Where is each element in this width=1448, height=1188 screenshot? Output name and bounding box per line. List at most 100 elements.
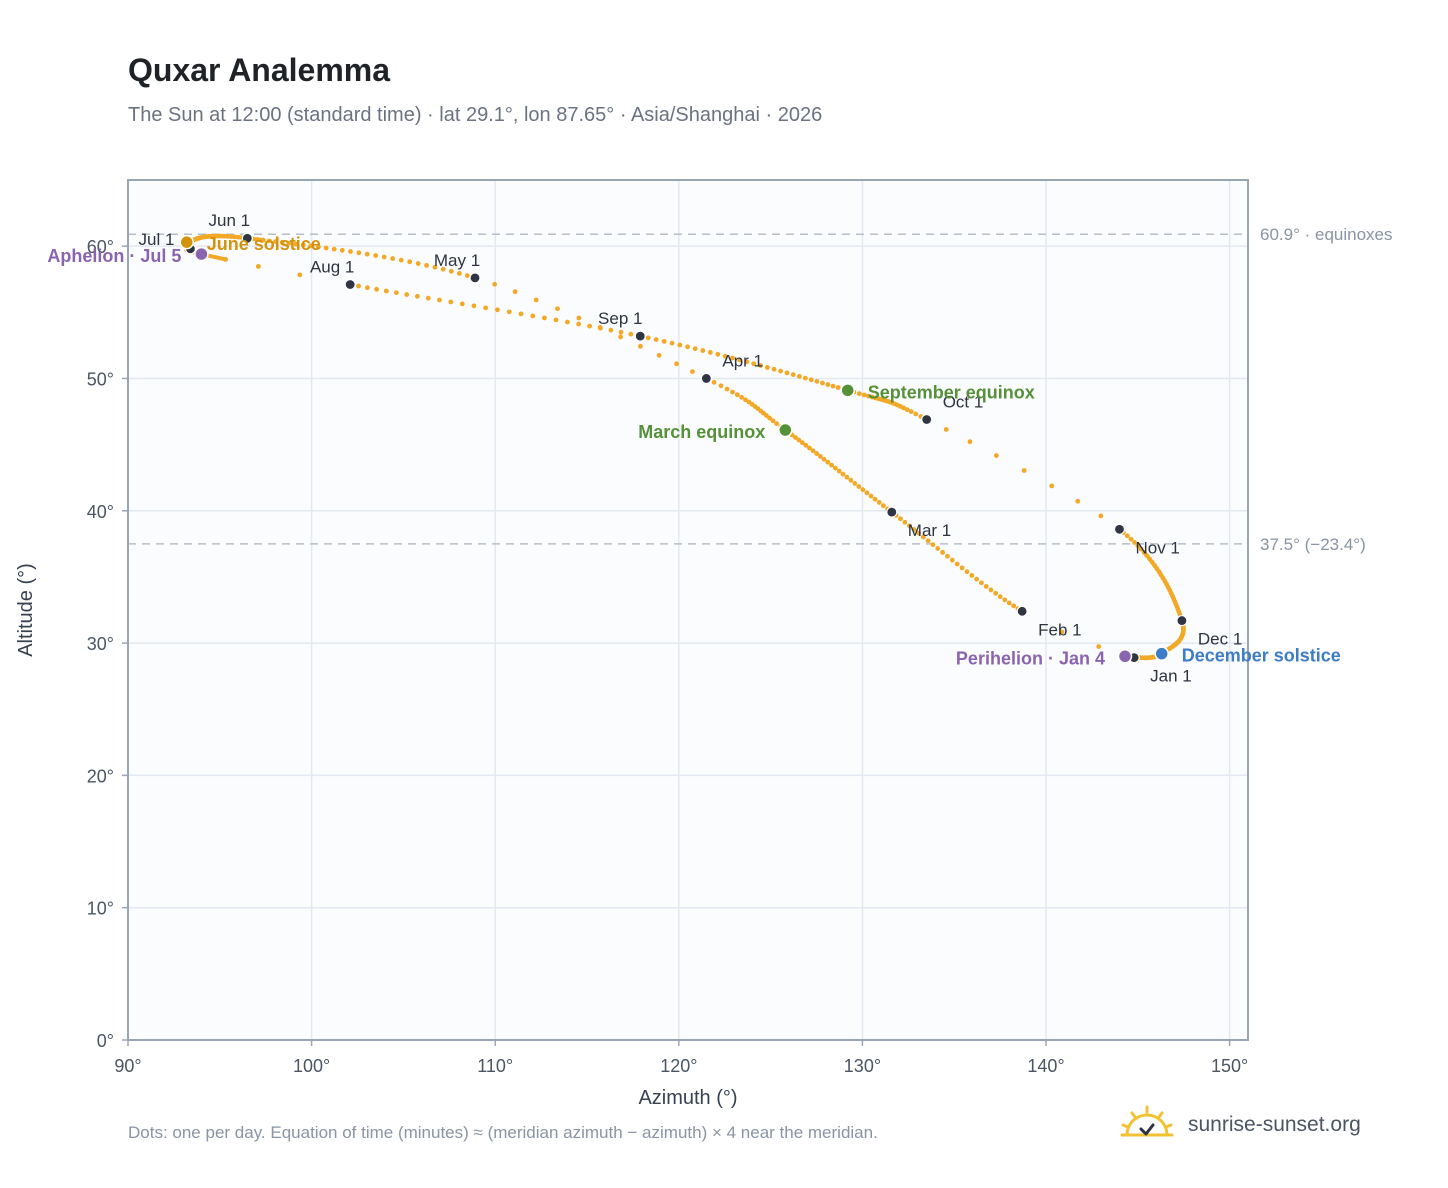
daily-dot — [424, 262, 429, 268]
daily-dot — [565, 319, 570, 325]
month-marker — [700, 372, 712, 385]
daily-dot — [778, 368, 783, 374]
daily-dot — [464, 273, 470, 279]
month-marker-label: Apr 1 — [722, 351, 763, 370]
y-tick-label: 40° — [87, 502, 114, 522]
daily-dot — [743, 397, 748, 403]
daily-dot — [993, 453, 999, 458]
month-marker-label: Jan 1 — [1150, 667, 1192, 686]
daily-dot — [864, 490, 870, 496]
brand-name[interactable]: sunrise-sunset.org — [1188, 1113, 1361, 1136]
y-tick-label: 10° — [87, 899, 114, 919]
month-marker — [469, 272, 481, 284]
daily-dot — [407, 259, 413, 265]
daily-dot — [293, 241, 299, 247]
daily-dot — [770, 418, 776, 424]
daily-dot — [1141, 549, 1147, 555]
month-marker-label: Oct 1 — [943, 392, 984, 411]
daily-dot — [506, 309, 512, 315]
daily-dot — [739, 394, 745, 400]
daily-dot — [711, 379, 717, 385]
daily-dot — [954, 561, 960, 567]
daily-dot — [925, 538, 931, 544]
daily-dot — [808, 377, 814, 383]
daily-dot — [920, 534, 926, 540]
month-marker-label: Aug 1 — [310, 258, 354, 277]
daily-dot — [860, 487, 866, 493]
daily-dot — [802, 375, 808, 381]
x-tick-label: 110° — [477, 1056, 513, 1076]
daily-dot — [744, 359, 750, 365]
daily-dot — [512, 289, 518, 295]
daily-dot — [793, 435, 798, 440]
daily-dot — [1135, 543, 1141, 549]
y-tick-label: 30° — [87, 634, 114, 654]
daily-dot — [959, 565, 965, 571]
month-marker — [344, 278, 356, 291]
daily-dot — [856, 484, 862, 489]
daily-dot — [967, 439, 973, 445]
month-marker — [634, 330, 646, 342]
daily-dot — [1059, 629, 1065, 635]
annotation-marker — [840, 383, 855, 398]
daily-dot — [852, 480, 858, 486]
daily-dot — [1128, 536, 1134, 542]
month-marker — [1176, 614, 1188, 627]
daily-dot — [228, 234, 234, 239]
daily-dot — [390, 256, 396, 261]
daily-dot — [492, 281, 498, 287]
daily-dot — [825, 382, 831, 387]
daily-dot — [425, 295, 431, 301]
daily-dot — [979, 580, 984, 586]
daily-dot — [348, 249, 353, 254]
annotation-label: September equinox — [868, 382, 1035, 402]
daily-dot — [774, 421, 779, 426]
x-tick-label: 120° — [660, 1056, 697, 1076]
y-tick-label: 50° — [87, 369, 114, 389]
month-marker — [886, 506, 898, 518]
brand[interactable]: sunrise-sunset.org — [1120, 1100, 1361, 1150]
daily-dot — [907, 523, 912, 529]
daily-dot — [356, 283, 361, 289]
daily-dot — [255, 237, 261, 242]
chart-title: Quxar Analemma — [128, 52, 391, 88]
daily-dot — [437, 297, 442, 303]
daily-dot — [255, 264, 261, 269]
daily-dot — [440, 266, 446, 272]
daily-dot — [832, 465, 838, 471]
daily-dot — [796, 373, 802, 379]
daily-dot — [784, 370, 790, 376]
month-marker — [1016, 605, 1028, 617]
daily-dot — [997, 594, 1003, 600]
daily-dot — [1124, 533, 1130, 539]
daily-dot — [553, 317, 559, 323]
daily-dot — [587, 323, 593, 329]
daily-dot — [373, 253, 379, 258]
daily-dot — [993, 590, 999, 596]
daily-dot — [495, 307, 500, 313]
daily-dot — [415, 261, 421, 266]
daily-dot — [969, 573, 975, 578]
annotation-label: June solstice — [207, 234, 321, 254]
annotation-marker — [179, 234, 195, 250]
daily-dot — [471, 303, 477, 309]
daily-dot — [364, 251, 370, 257]
daily-dot — [364, 285, 370, 291]
daily-dot — [737, 357, 743, 363]
daily-dot — [1144, 553, 1150, 559]
daily-dot — [707, 350, 713, 355]
daily-dot — [829, 462, 834, 468]
daily-dot — [1002, 597, 1008, 603]
month-marker-label: Mar 1 — [908, 521, 951, 540]
daily-dot — [273, 239, 278, 244]
daily-dot — [339, 247, 345, 253]
footnote: Dots: one per day. Equation of time (min… — [128, 1123, 878, 1142]
daily-dot — [669, 340, 675, 346]
daily-dot — [844, 474, 850, 480]
daily-dot — [904, 407, 910, 413]
daily-dot — [576, 315, 582, 321]
daily-dot — [916, 530, 922, 536]
daily-dot — [576, 321, 582, 327]
daily-dot — [518, 311, 524, 317]
daily-dot — [459, 301, 465, 307]
